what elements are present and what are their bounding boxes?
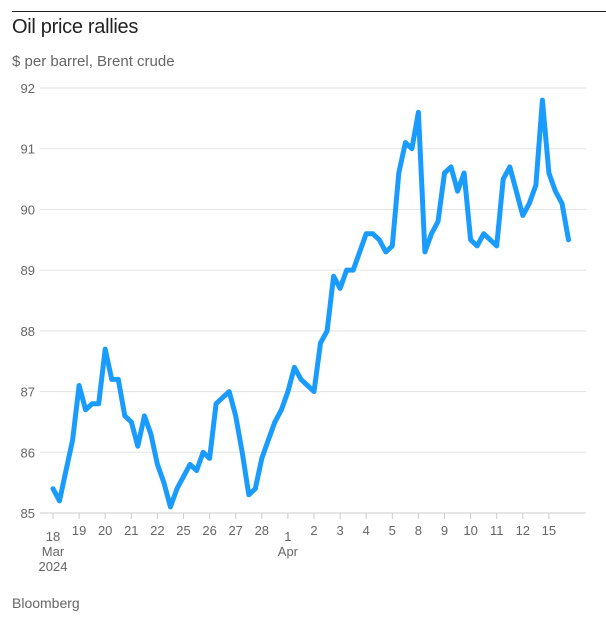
x-tick-sublabel: 2024 bbox=[39, 559, 68, 574]
x-tick-label: 27 bbox=[228, 523, 242, 538]
x-tick-label: 19 bbox=[72, 523, 86, 538]
series-line bbox=[50, 97, 571, 510]
x-tick-sublabel: Apr bbox=[278, 544, 299, 559]
x-tick-label: 12 bbox=[516, 523, 530, 538]
source-label: Bloomberg bbox=[12, 595, 80, 611]
x-tick-label: 21 bbox=[124, 523, 138, 538]
x-tick-label: 28 bbox=[255, 523, 269, 538]
x-tick-label: 15 bbox=[542, 523, 556, 538]
y-tick-label: 86 bbox=[21, 445, 35, 460]
y-tick-label: 91 bbox=[21, 142, 35, 157]
x-tick-label: 9 bbox=[441, 523, 448, 538]
x-tick-label: 11 bbox=[490, 523, 504, 538]
x-tick-label: 1 bbox=[284, 529, 291, 544]
x-tick-label: 2 bbox=[310, 523, 317, 538]
chart-title: Oil price rallies bbox=[12, 16, 139, 38]
y-tick-label: 90 bbox=[21, 202, 35, 217]
y-tick-label: 85 bbox=[21, 506, 35, 521]
x-tick-sublabel: Mar bbox=[42, 544, 65, 559]
x-tick-label: 4 bbox=[363, 523, 370, 538]
x-tick-label: 8 bbox=[415, 523, 422, 538]
top-rule bbox=[12, 11, 606, 12]
x-tick-label: 5 bbox=[389, 523, 396, 538]
y-tick-label: 88 bbox=[21, 324, 35, 339]
x-tick-label: 10 bbox=[463, 523, 477, 538]
y-tick-label: 92 bbox=[21, 81, 35, 96]
x-tick-label: 18 bbox=[46, 529, 60, 544]
chart-subtitle: $ per barrel, Brent crude bbox=[12, 53, 175, 70]
x-tick-label: 22 bbox=[150, 523, 164, 538]
y-tick-label: 87 bbox=[21, 385, 35, 400]
y-tick-label: 89 bbox=[21, 263, 35, 278]
x-tick-label: 3 bbox=[336, 523, 343, 538]
x-tick-label: 20 bbox=[98, 523, 112, 538]
x-tick-label: 26 bbox=[202, 523, 216, 538]
x-tick-label: 25 bbox=[176, 523, 190, 538]
